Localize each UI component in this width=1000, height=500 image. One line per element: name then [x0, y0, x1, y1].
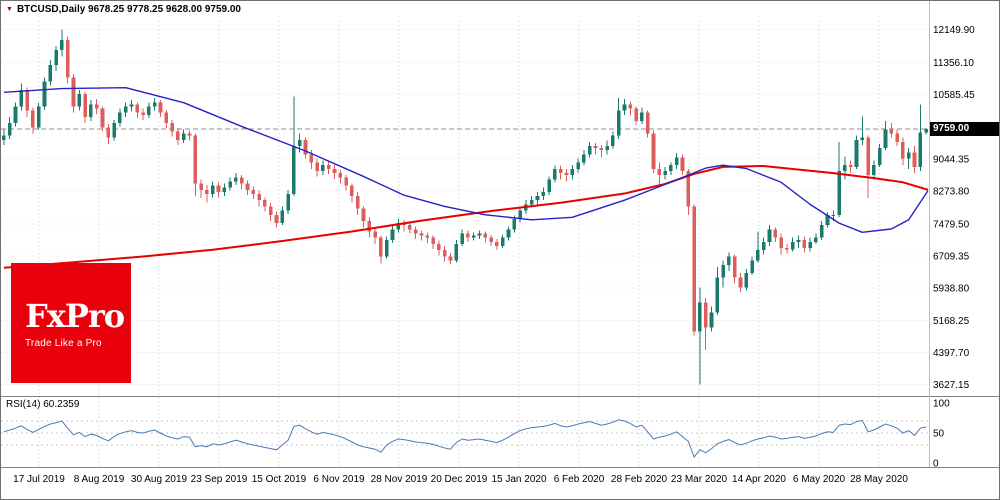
svg-text:5938.80: 5938.80 [933, 284, 970, 295]
svg-text:8 Aug 2019: 8 Aug 2019 [74, 474, 125, 485]
ma-fast-line [3, 86, 929, 233]
svg-text:23 Mar 2020: 23 Mar 2020 [671, 474, 728, 485]
svg-text:4397.70: 4397.70 [933, 348, 970, 359]
axis-labels: 12149.90 11356.10 10585.45 9044.35 8273.80 74… [13, 25, 975, 485]
svg-text:0: 0 [933, 459, 939, 470]
svg-text:28 May 2020: 28 May 2020 [850, 474, 908, 485]
svg-text:30 Aug 2019: 30 Aug 2019 [131, 474, 188, 485]
svg-text:15 Jan 2020: 15 Jan 2020 [491, 474, 546, 485]
svg-text:14 Apr 2020: 14 Apr 2020 [732, 474, 786, 485]
svg-text:50: 50 [933, 429, 945, 440]
svg-text:6 Nov 2019: 6 Nov 2019 [313, 474, 365, 485]
svg-text:23 Sep 2019: 23 Sep 2019 [191, 474, 248, 485]
candles-layer [2, 29, 928, 385]
svg-text:100: 100 [933, 399, 950, 410]
svg-text:15 Oct 2019: 15 Oct 2019 [252, 474, 307, 485]
svg-text:12149.90: 12149.90 [933, 25, 975, 36]
svg-text:8273.80: 8273.80 [933, 186, 970, 197]
svg-text:28 Feb 2020: 28 Feb 2020 [611, 474, 668, 485]
svg-text:20 Dec 2019: 20 Dec 2019 [431, 474, 488, 485]
symbol-dropdown-icon[interactable]: ▼ [6, 6, 13, 13]
ma-slow-line [3, 165, 929, 269]
pane-separators [1, 1, 999, 468]
symbol-ohlc-label: BTCUSD,Daily 9678.25 9778.25 9628.00 975… [16, 4, 241, 15]
fxpro-logo-tagline: Trade Like a Pro [25, 338, 102, 349]
svg-text:11356.10: 11356.10 [933, 58, 974, 69]
svg-text:5168.25: 5168.25 [933, 316, 970, 327]
grid-lines [1, 21, 929, 467]
chart-header: ▼ BTCUSD,Daily 9678.25 9778.25 9628.00 9… [6, 4, 241, 15]
current-price-tag: 9759.00 [930, 121, 999, 136]
svg-text:6709.35: 6709.35 [933, 252, 970, 263]
svg-text:7479.50: 7479.50 [933, 219, 970, 230]
rsi-line [3, 419, 927, 458]
rsi-indicator-label: RSI(14) 60.2359 [6, 399, 80, 410]
svg-text:10585.45: 10585.45 [933, 90, 975, 101]
svg-text:6 Feb 2020: 6 Feb 2020 [554, 474, 605, 485]
svg-text:3627.15: 3627.15 [933, 380, 970, 391]
fxpro-logo-wordmark: FxPro [25, 297, 125, 335]
svg-text:17 Jul 2019: 17 Jul 2019 [13, 474, 65, 485]
svg-text:6 May 2020: 6 May 2020 [793, 474, 846, 485]
svg-text:28 Nov 2019: 28 Nov 2019 [371, 474, 428, 485]
svg-text:9044.35: 9044.35 [933, 154, 970, 165]
fxpro-logo: FxPro Trade Like a Pro [11, 263, 131, 383]
